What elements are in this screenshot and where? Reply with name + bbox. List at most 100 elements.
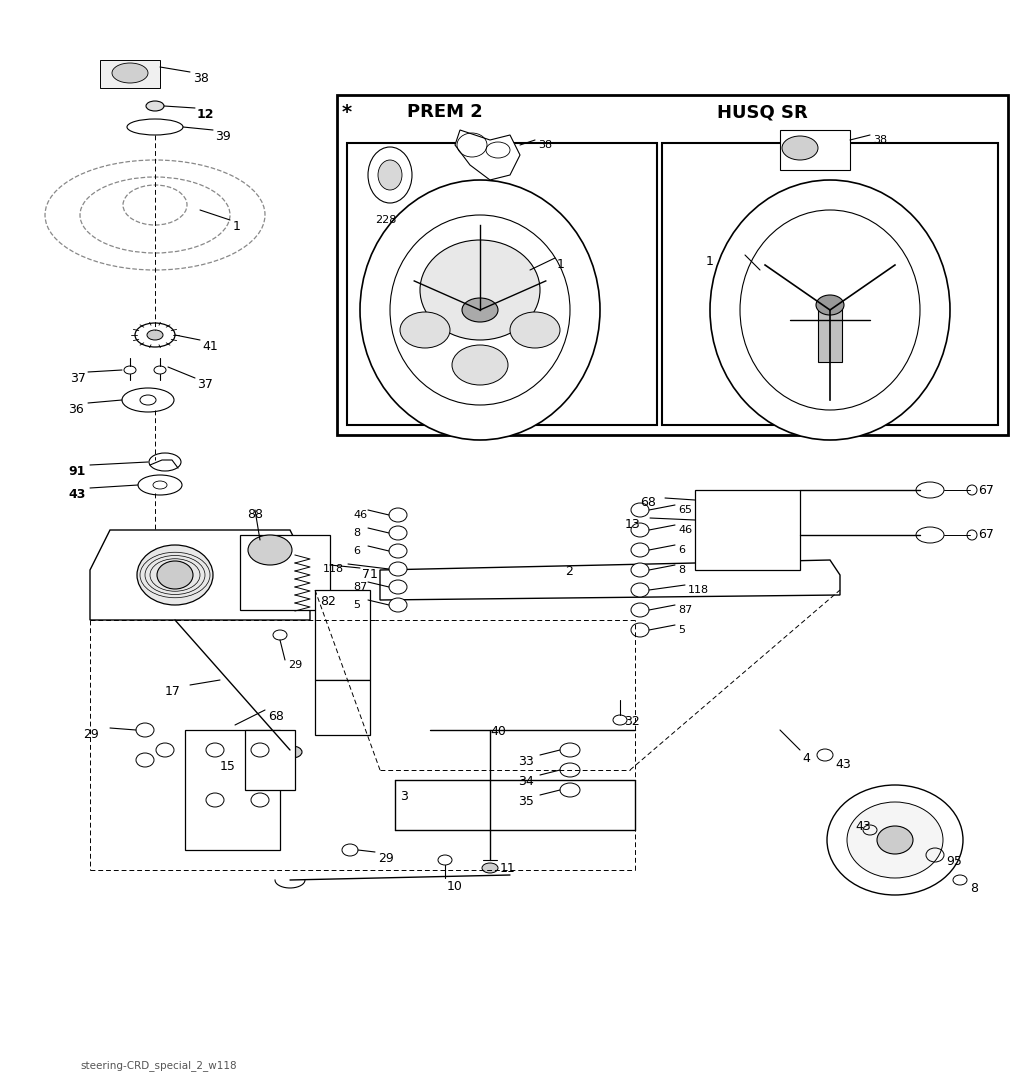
Text: 35: 35 bbox=[518, 795, 534, 808]
Ellipse shape bbox=[389, 544, 407, 558]
Text: 29: 29 bbox=[288, 660, 302, 671]
Ellipse shape bbox=[127, 119, 183, 135]
Ellipse shape bbox=[157, 561, 193, 589]
Text: 5: 5 bbox=[353, 600, 360, 610]
Ellipse shape bbox=[631, 523, 649, 537]
Ellipse shape bbox=[248, 535, 292, 565]
Text: 29: 29 bbox=[83, 728, 98, 741]
Bar bbox=[662, 143, 998, 425]
Ellipse shape bbox=[816, 295, 844, 315]
Ellipse shape bbox=[147, 330, 163, 340]
Text: 67: 67 bbox=[978, 484, 994, 497]
Text: 1: 1 bbox=[557, 258, 565, 271]
Text: 3: 3 bbox=[400, 790, 408, 803]
Ellipse shape bbox=[631, 542, 649, 557]
Text: *: * bbox=[342, 103, 352, 122]
Text: 91: 91 bbox=[68, 465, 85, 478]
Ellipse shape bbox=[122, 388, 174, 412]
Ellipse shape bbox=[782, 136, 818, 159]
Text: 46: 46 bbox=[678, 525, 692, 535]
Text: 34: 34 bbox=[518, 775, 534, 788]
Text: 43: 43 bbox=[68, 488, 85, 501]
Text: 8: 8 bbox=[678, 565, 685, 575]
Text: 43: 43 bbox=[855, 820, 870, 833]
Text: 37: 37 bbox=[197, 378, 213, 391]
Text: 95: 95 bbox=[946, 855, 962, 868]
Text: 4: 4 bbox=[802, 752, 810, 765]
Ellipse shape bbox=[137, 545, 213, 605]
Polygon shape bbox=[90, 529, 310, 620]
Bar bbox=[185, 730, 280, 850]
Text: 87: 87 bbox=[678, 605, 692, 615]
Ellipse shape bbox=[400, 312, 450, 348]
Text: 228: 228 bbox=[375, 215, 396, 225]
Ellipse shape bbox=[282, 746, 302, 758]
Ellipse shape bbox=[150, 454, 181, 471]
Text: 68: 68 bbox=[268, 710, 284, 723]
Ellipse shape bbox=[462, 298, 498, 322]
Bar bbox=[100, 60, 160, 88]
Text: 6: 6 bbox=[353, 546, 360, 556]
Text: 40: 40 bbox=[490, 725, 506, 738]
Text: 6: 6 bbox=[678, 545, 685, 556]
Text: 32: 32 bbox=[624, 715, 640, 728]
Text: 39: 39 bbox=[215, 130, 230, 143]
Text: 8: 8 bbox=[970, 882, 978, 895]
Text: 38: 38 bbox=[538, 140, 552, 150]
Text: 2: 2 bbox=[565, 565, 572, 578]
Polygon shape bbox=[380, 560, 840, 600]
Ellipse shape bbox=[710, 180, 950, 441]
Ellipse shape bbox=[631, 603, 649, 617]
Ellipse shape bbox=[560, 783, 580, 797]
Ellipse shape bbox=[360, 180, 600, 441]
Ellipse shape bbox=[112, 63, 148, 82]
Text: 38: 38 bbox=[193, 72, 209, 85]
Text: 38: 38 bbox=[873, 135, 887, 145]
Ellipse shape bbox=[138, 475, 182, 495]
Ellipse shape bbox=[420, 240, 540, 340]
Text: 87: 87 bbox=[353, 582, 368, 592]
Text: 12: 12 bbox=[197, 108, 214, 122]
Ellipse shape bbox=[631, 503, 649, 516]
Bar bbox=[780, 130, 850, 170]
Bar bbox=[818, 302, 842, 362]
Ellipse shape bbox=[560, 763, 580, 777]
Text: 1: 1 bbox=[706, 255, 714, 268]
Ellipse shape bbox=[740, 210, 920, 410]
Text: 5: 5 bbox=[678, 625, 685, 635]
Text: 33: 33 bbox=[518, 755, 534, 768]
Ellipse shape bbox=[847, 802, 943, 878]
Ellipse shape bbox=[378, 159, 402, 190]
Ellipse shape bbox=[389, 526, 407, 540]
Polygon shape bbox=[455, 130, 520, 180]
Text: 118: 118 bbox=[323, 564, 344, 574]
Ellipse shape bbox=[827, 786, 963, 895]
Ellipse shape bbox=[631, 623, 649, 637]
Ellipse shape bbox=[146, 101, 164, 111]
Ellipse shape bbox=[389, 598, 407, 612]
Ellipse shape bbox=[916, 527, 944, 542]
Ellipse shape bbox=[390, 215, 570, 405]
Bar bbox=[240, 535, 330, 610]
Text: 36: 36 bbox=[68, 403, 84, 416]
Ellipse shape bbox=[916, 482, 944, 498]
Ellipse shape bbox=[273, 630, 287, 640]
Ellipse shape bbox=[154, 366, 166, 374]
Ellipse shape bbox=[631, 583, 649, 597]
Text: 68: 68 bbox=[640, 496, 656, 509]
Bar bbox=[347, 143, 657, 425]
Ellipse shape bbox=[389, 508, 407, 522]
Ellipse shape bbox=[124, 366, 136, 374]
Text: 41: 41 bbox=[202, 340, 218, 353]
Text: 13: 13 bbox=[625, 518, 641, 531]
Text: 118: 118 bbox=[688, 585, 710, 595]
Ellipse shape bbox=[452, 345, 508, 385]
Ellipse shape bbox=[510, 312, 560, 348]
Text: steering-CRD_special_2_w118: steering-CRD_special_2_w118 bbox=[80, 1060, 237, 1071]
Text: 11: 11 bbox=[500, 861, 516, 875]
Ellipse shape bbox=[135, 323, 175, 347]
Text: 46: 46 bbox=[353, 510, 368, 520]
Ellipse shape bbox=[631, 563, 649, 577]
Ellipse shape bbox=[368, 146, 412, 203]
Text: 1: 1 bbox=[233, 220, 241, 233]
